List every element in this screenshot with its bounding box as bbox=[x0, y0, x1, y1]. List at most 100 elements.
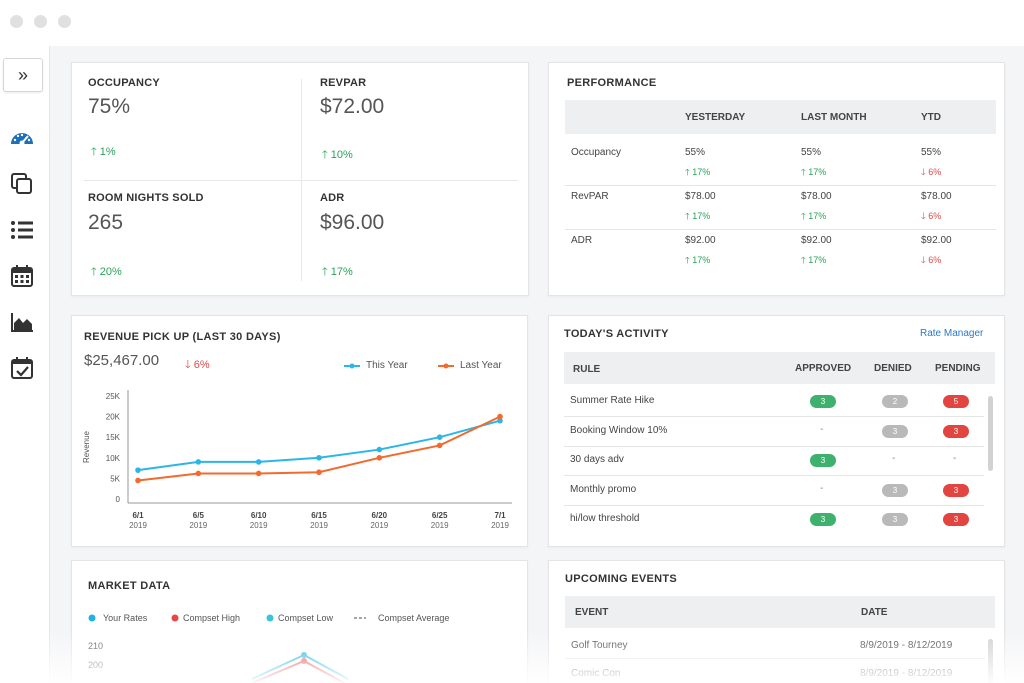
events-scrollbar[interactable] bbox=[988, 639, 993, 683]
revenue-series-line-0 bbox=[137, 419, 501, 472]
market-legend bbox=[88, 614, 366, 622]
calendar-check-icon[interactable] bbox=[8, 354, 36, 382]
revenue-card: REVENUE PICK UP (LAST 30 DAYS) $25,467.0… bbox=[71, 315, 528, 547]
revenue-series-point-1 bbox=[376, 455, 383, 461]
events-title: UPCOMING EVENTS bbox=[565, 573, 678, 585]
revenue-xtick-label: 6/5 bbox=[193, 511, 205, 520]
kpi-card: OCCUPANCY 75% 🡑 1% REVPAR $72.00 🡑 10% R… bbox=[71, 62, 529, 296]
activity-table-header bbox=[564, 352, 995, 384]
legend-dot-your-rates bbox=[88, 614, 96, 622]
revenue-line-chart: 25K20K15K10K5K0Revenue6/120196/520196/10… bbox=[82, 390, 512, 530]
legend-compset-low: Compset Low bbox=[278, 613, 334, 623]
arrow-up-icon: 🡑 bbox=[801, 255, 809, 265]
performance-cell-change: 🡑 17% bbox=[685, 211, 711, 221]
activity-row-divider bbox=[564, 445, 984, 447]
rate-manager-link[interactable]: Rate Manager bbox=[920, 328, 984, 339]
window-maximize-dot[interactable] bbox=[58, 15, 71, 28]
revenue-legend bbox=[344, 363, 454, 369]
performance-cell-change: 🡑 17% bbox=[801, 255, 827, 265]
window-close-dot[interactable] bbox=[10, 15, 23, 28]
revenue-xtick-label: 6/10 bbox=[251, 511, 267, 520]
arrow-up-icon: 🡑 bbox=[685, 211, 693, 221]
revenue-ylabel: Revenue bbox=[82, 430, 91, 463]
revenue-series-point-1 bbox=[195, 470, 202, 477]
events-card: UPCOMING EVENTS EVENT DATE Golf Tourney … bbox=[548, 560, 1005, 683]
list-icon[interactable] bbox=[8, 216, 36, 244]
revenue-series-point-1 bbox=[135, 477, 141, 484]
col-approved: APPROVED bbox=[795, 363, 852, 374]
revenue-xtick-year: 2019 bbox=[250, 521, 268, 530]
activity-row-divider bbox=[564, 504, 984, 506]
approved-count-badge[interactable]: 3 bbox=[810, 395, 836, 408]
arrow-up-icon: 🡑 bbox=[685, 255, 693, 265]
pending-count-badge[interactable]: 3 bbox=[943, 483, 969, 497]
revenue-series-point-0 bbox=[316, 455, 322, 461]
activity-title: TODAY'S ACTIVITY bbox=[564, 328, 669, 340]
performance-cell-change: 🡓 6% bbox=[921, 255, 942, 265]
revenue-series-point-0 bbox=[497, 417, 503, 424]
revenue-xtick-year: 2019 bbox=[491, 521, 509, 530]
performance-row-divider bbox=[565, 185, 996, 186]
revenue-xtick-year: 2019 bbox=[370, 521, 388, 530]
pending-count-badge[interactable]: 3 bbox=[943, 424, 969, 438]
area-chart-icon[interactable] bbox=[8, 308, 36, 336]
calendar-icon[interactable] bbox=[8, 262, 36, 290]
window-minimize-dot[interactable] bbox=[34, 15, 47, 28]
performance-cell-value: 55% bbox=[921, 147, 942, 158]
legend-your-rates: Your Rates bbox=[103, 613, 148, 623]
event-row-divider bbox=[565, 658, 985, 659]
revenue-xtick-label: 6/1 bbox=[132, 511, 144, 520]
performance-cell-value: $92.00 bbox=[921, 235, 952, 246]
denied-count-badge[interactable]: 3 bbox=[882, 513, 908, 526]
revpar-label: REVPAR bbox=[320, 77, 367, 89]
performance-table-header bbox=[565, 100, 996, 134]
occupancy-value: 75% bbox=[88, 95, 131, 118]
performance-row-label: RevPAR bbox=[571, 191, 609, 202]
event-date: 8/9/2019 - 8/12/2019 bbox=[860, 668, 953, 679]
revenue-ytick-label: 0 bbox=[116, 495, 121, 504]
activity-rule-name: hi/low threshold bbox=[570, 513, 640, 524]
legend-last-year: Last Year bbox=[460, 360, 502, 371]
approved-count-badge[interactable]: 3 bbox=[810, 513, 836, 526]
arrow-up-icon: 🡑 bbox=[322, 266, 328, 278]
legend-dot-last-year bbox=[443, 363, 449, 369]
col-ytd: YTD bbox=[921, 112, 941, 123]
performance-cell-change: 🡑 17% bbox=[685, 255, 711, 265]
activity-rule-name: 30 days adv bbox=[570, 454, 624, 465]
room-nights-value: 265 bbox=[88, 211, 124, 234]
revenue-ytick-label: 20K bbox=[106, 413, 121, 422]
room-nights-change: 🡑 20% bbox=[91, 266, 122, 278]
activity-card: TODAY'S ACTIVITY Rate Manager RULE APPRO… bbox=[548, 315, 1005, 547]
sidebar: » bbox=[0, 46, 50, 683]
performance-cell-value: 55% bbox=[685, 147, 706, 158]
performance-cell-value: $78.00 bbox=[685, 191, 716, 202]
revenue-ytick-label: 15K bbox=[106, 433, 121, 442]
activity-empty-cell: - bbox=[820, 423, 824, 435]
events-table-header bbox=[565, 596, 995, 628]
pending-count-badge[interactable]: 3 bbox=[943, 513, 969, 526]
performance-cell-change: 🡓 6% bbox=[921, 167, 942, 177]
revenue-series-point-1 bbox=[255, 470, 262, 477]
performance-row-label: Occupancy bbox=[571, 147, 622, 158]
revenue-xtick-year: 2019 bbox=[129, 521, 147, 530]
expand-sidebar-button[interactable]: » bbox=[3, 58, 43, 92]
performance-cell-value: $78.00 bbox=[921, 191, 952, 202]
col-date: DATE bbox=[861, 607, 888, 618]
performance-cell-change: 🡑 17% bbox=[685, 167, 711, 177]
pending-count-badge[interactable]: 5 bbox=[943, 395, 969, 408]
arrow-up-icon: 🡑 bbox=[322, 149, 328, 161]
event-name: Comic Con bbox=[571, 668, 621, 679]
col-rule: RULE bbox=[573, 364, 601, 375]
adr-label: ADR bbox=[320, 192, 345, 204]
approved-count-badge[interactable]: 3 bbox=[810, 454, 836, 467]
performance-cell-value: $92.00 bbox=[801, 235, 832, 246]
speedometer-icon[interactable] bbox=[8, 124, 36, 152]
denied-count-badge[interactable]: 3 bbox=[882, 483, 908, 497]
denied-count-badge[interactable]: 3 bbox=[882, 424, 908, 438]
revenue-series-point-1 bbox=[316, 469, 322, 476]
activity-scrollbar[interactable] bbox=[988, 396, 993, 471]
copy-icon[interactable] bbox=[8, 170, 36, 198]
denied-count-badge[interactable]: 2 bbox=[882, 395, 908, 408]
revenue-xtick-label: 6/20 bbox=[372, 511, 388, 520]
market-point-compset-high bbox=[301, 658, 307, 664]
